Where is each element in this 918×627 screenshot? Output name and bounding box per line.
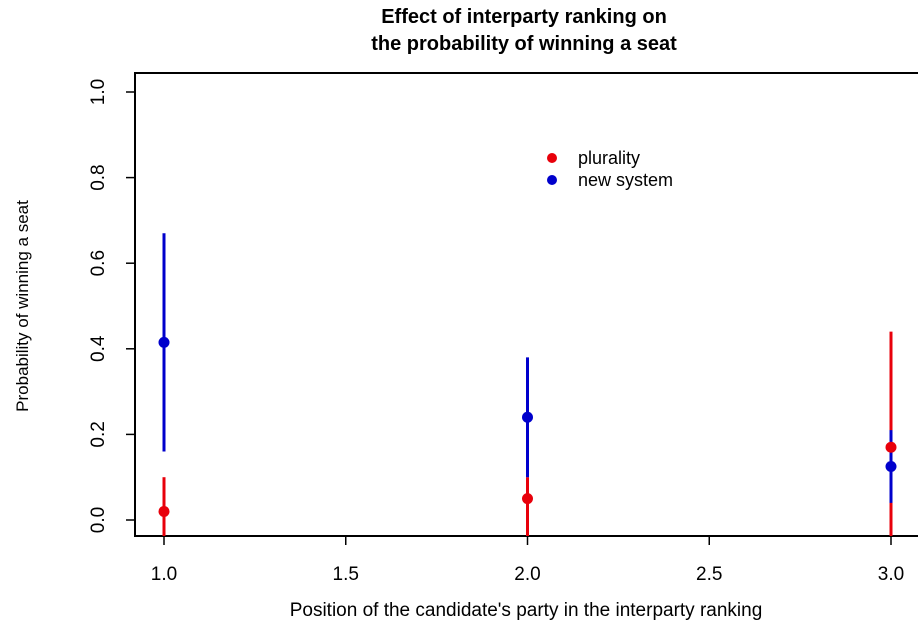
y-tick-label: 0.4 [88,335,109,362]
series-layer [158,233,897,536]
legend-marker-plurality [547,153,557,163]
legend-label-plurality: plurality [578,148,640,168]
legend: plurality new system [547,148,673,190]
legend-label-new-system: new system [578,170,673,190]
point-new-system [522,411,533,423]
y-axis-label: Probability of winning a seat [13,200,32,412]
x-tick-label: 3.0 [878,564,904,585]
legend-marker-new-system [547,175,557,185]
y-tick-label: 0.0 [88,507,109,533]
y-tick-label: 0.2 [88,421,109,447]
point-plurality [158,505,170,517]
chart-title-line-1: Effect of interparty ranking on [381,6,667,28]
x-tick-label: 1.0 [151,564,177,585]
point-new-system [158,336,170,348]
y-tick-label: 0.8 [88,164,109,190]
y-tick-label: 1.0 [88,79,109,105]
x-tick-label: 2.0 [514,564,540,585]
x-axis: 1.0 1.5 2.0 2.5 3.0 [151,536,904,585]
point-new-system [885,461,897,472]
x-tick-label: 2.5 [696,564,722,585]
y-axis: 0.0 0.2 0.4 0.6 0.8 1.0 [88,79,135,533]
point-plurality [885,441,897,453]
x-tick-label: 1.5 [333,564,359,585]
point-plurality [522,493,533,505]
y-tick-label: 0.6 [88,250,109,276]
x-axis-label: Position of the candidate's party in the… [290,600,763,621]
chart-title-line-2: the probability of winning a seat [371,33,677,55]
